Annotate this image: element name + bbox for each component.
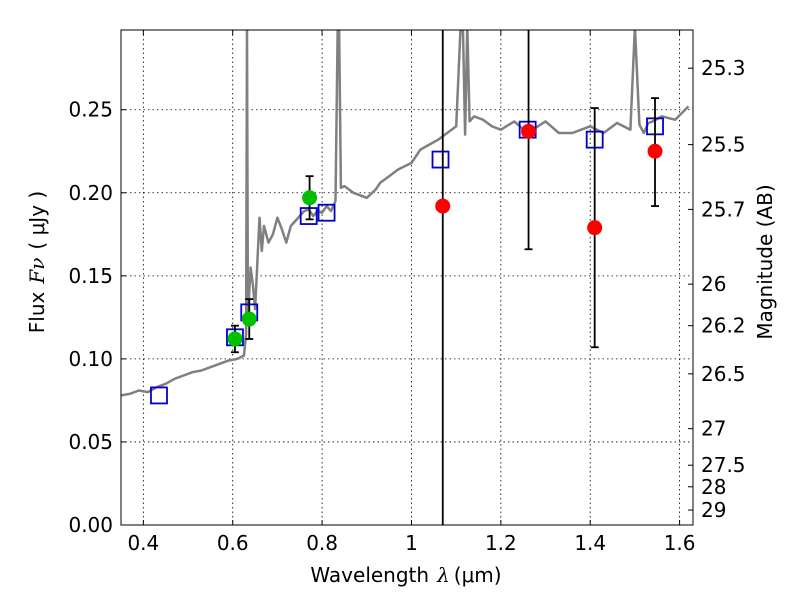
right-tick-label: 25.7 (701, 197, 746, 221)
y-axis-label: Flux Fν ( μJy ) (25, 191, 49, 333)
y-axis-label-text: Flux (25, 291, 49, 333)
x-tick-label: 0.6 (217, 531, 249, 555)
right-tick-label: 26.2 (701, 314, 746, 338)
ir-photometry-point (435, 198, 451, 214)
right-tick-label: 28 (701, 475, 726, 499)
x-tick-label: 1 (405, 531, 418, 555)
right-tick-label: 27 (701, 417, 726, 441)
ir-photometry-point (647, 143, 663, 159)
y-axis-right-label: Magnitude (AB) (753, 184, 777, 339)
right-tick-label: 26.5 (701, 362, 746, 386)
right-tick-label: 25.3 (701, 56, 746, 80)
x-tick-label: 0.4 (127, 531, 159, 555)
x-tick-label: 1.6 (664, 531, 696, 555)
right-tick-label: 25.5 (701, 133, 746, 157)
y-tick-label: 0.00 (68, 513, 113, 537)
y-tick-label: 0.10 (68, 347, 113, 371)
x-tick-label: 1.4 (574, 531, 606, 555)
grid-lines (121, 30, 693, 526)
x-axis-label-symbol: λ (436, 563, 450, 587)
plot-frame (120, 29, 694, 526)
model-flux-square (431, 150, 450, 169)
y-tick-label: 0.05 (68, 430, 113, 454)
plot-area (121, 30, 690, 525)
right-tick-label: 29 (701, 498, 726, 522)
ir-photometry-point (587, 220, 603, 236)
axis-ticks: 0.4 0.6 0.8 1 1.2 1.4 1.6 0.00 0.05 0.10 0.15 0.20 0… (68, 30, 746, 555)
x-axis-label-unit: (μm) (454, 563, 502, 587)
optical-photometry-point (227, 331, 243, 347)
ir-photometry-point (521, 123, 537, 139)
model-flux-square (150, 386, 168, 405)
optical-photometry-point (241, 311, 257, 327)
model-flux-square (317, 203, 336, 222)
y-tick-label: 0.25 (68, 98, 113, 122)
y-axis-label-unit: ( μJy ) (25, 191, 49, 250)
x-axis-label: Wavelength λ (μm) (310, 563, 501, 587)
x-tick-label: 0.8 (306, 531, 338, 555)
x-axis-label-text: Wavelength (310, 563, 429, 587)
right-tick-label: 27.5 (701, 453, 746, 477)
x-tick-label: 1.2 (485, 531, 517, 555)
spectrum-line (121, 30, 690, 397)
y-tick-label: 0.15 (68, 264, 113, 288)
optical-photometry-point (302, 190, 318, 206)
y-tick-label: 0.20 (68, 181, 113, 205)
right-tick-label: 26 (701, 272, 726, 296)
y-axis-label-symbol: Fν (25, 258, 49, 285)
